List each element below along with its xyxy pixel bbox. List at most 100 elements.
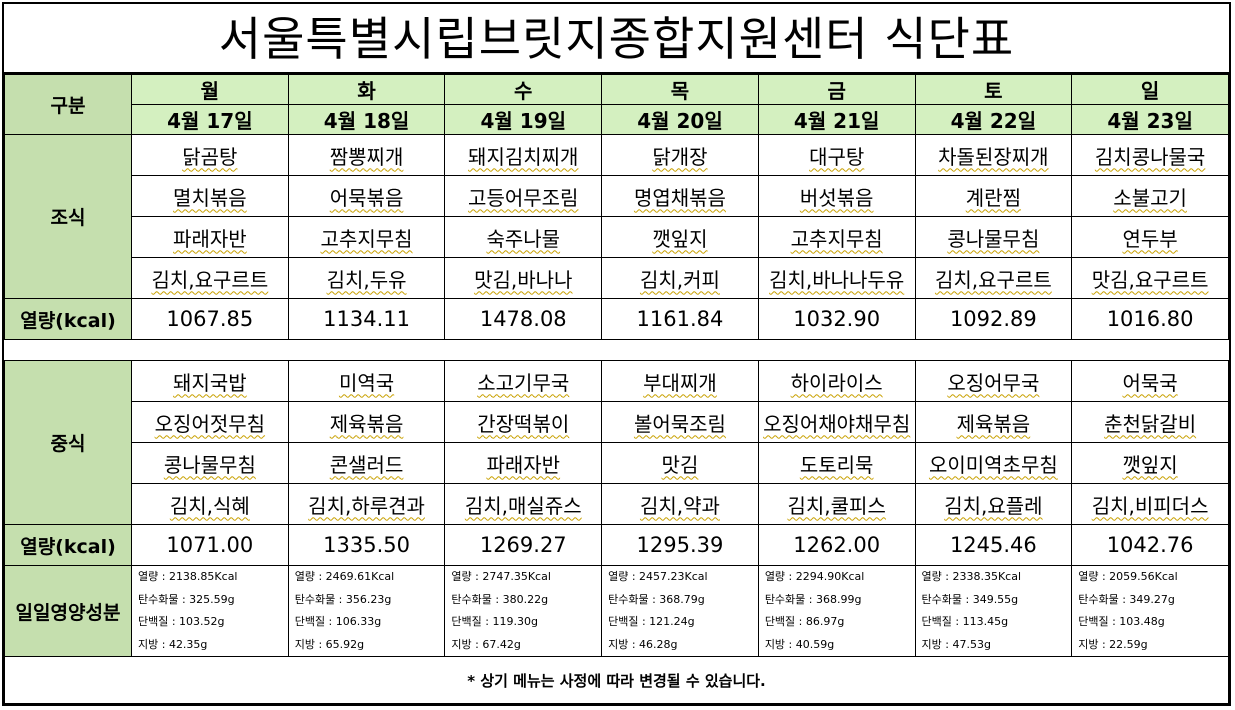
menu-item: 간장떡볶이 — [444, 401, 603, 443]
nutrition-line: 탄수화물 : 356.23g — [294, 592, 392, 606]
lunch-kcal-row: 열량(kcal) 1071.00 1335.50 1269.27 1295.39 1262… — [4, 524, 1229, 566]
nutrition-line: 열량 : 2747.35Kcal — [451, 570, 551, 583]
spacer — [4, 339, 1229, 361]
nutrition-line: 열량 : 2338.35Kcal — [921, 570, 1022, 583]
nutrition-line: 열량 : 2059.56Kcal — [1078, 570, 1178, 583]
kcal-value: 1478.08 — [444, 298, 603, 340]
nutrition-line: 지방 : 22.59g — [1078, 637, 1148, 651]
breakfast-kcal-row: 열량(kcal) 1067.85 1134.11 1478.08 1161.84 1032… — [4, 298, 1229, 340]
kcal-label: 열량(kcal) — [4, 524, 132, 566]
menu-item-text: 김치,약과 — [639, 493, 720, 518]
menu-item-text: 김치,바나나두유 — [769, 267, 905, 292]
nutrition-line: 단백질 : 121.24g — [608, 615, 695, 628]
kcal-value: 1161.84 — [601, 298, 759, 340]
menu-item-text: 고추지무침 — [320, 226, 413, 251]
menu-item-text: 제육볶음 — [329, 411, 404, 436]
day-name: 월 — [131, 74, 289, 105]
kcal-value: 1042.76 — [1071, 524, 1229, 566]
menu-item-text: 콘샐러드 — [329, 452, 404, 477]
day-date: 4월 17일 — [131, 104, 289, 135]
nutrition-cell: 열량 : 2747.35Kcal 탄수화물 : 380.22g 단백질 : 119.… — [444, 565, 603, 657]
kcal-label: 열량(kcal) — [4, 298, 132, 340]
nutrition-line: 탄수화물 : 325.59g — [138, 592, 235, 606]
menu-item: 김치,바나나두유 — [757, 257, 916, 299]
menu-item-text: 어묵국 — [1122, 370, 1178, 395]
menu-item-text: 오징어채야채무침 — [763, 411, 911, 436]
menu-item-text: 연두부 — [1122, 226, 1178, 251]
kcal-value: 1335.50 — [287, 524, 446, 566]
menu-item-text: 콩나물무침 — [163, 452, 256, 477]
menu-item-text: 김치,쿨피스 — [787, 493, 886, 518]
menu-item-text: 오징어젓무침 — [154, 411, 266, 436]
kcal-value: 1295.39 — [601, 524, 759, 566]
menu-item: 콘샐러드 — [287, 442, 446, 484]
page-title: 서울특별시립브릿지종합지원센터 식단표 — [4, 4, 1229, 74]
menu-item: 계란찜 — [914, 175, 1073, 217]
menu-item-text: 닭개장 — [652, 144, 708, 169]
menu-item-text: 부대찌개 — [643, 370, 717, 395]
menu-item-text: 고등어무조림 — [468, 185, 579, 210]
nutrition-cell: 열량 : 2469.61Kcal 탄수화물 : 356.23g 단백질 : 106.… — [287, 565, 446, 657]
nutrition-line: 단백질 : 86.97g — [764, 615, 845, 628]
menu-item: 닭곰탕 — [131, 134, 289, 176]
menu-item: 숙주나물 — [444, 216, 603, 258]
nutrition-line: 열량 : 2138.85Kcal — [138, 570, 238, 583]
kcal-value: 1016.80 — [1071, 298, 1229, 340]
menu-item-text: 짬뽕찌개 — [329, 144, 404, 169]
menu-item-text: 오징어무국 — [947, 370, 1040, 395]
menu-item-text: 숙주나물 — [486, 226, 561, 251]
menu-item: 제육볶음 — [914, 401, 1073, 443]
day-date: 4월 18일 — [287, 104, 446, 135]
menu-item: 명엽채볶음 — [601, 175, 759, 217]
nutrition-cell: 열량 : 2457.23Kcal 탄수화물 : 368.79g 단백질 : 121.… — [601, 565, 759, 657]
menu-item: 맛김,요구르트 — [1071, 257, 1229, 299]
menu-item: 오징어젓무침 — [131, 401, 289, 443]
menu-item-text: 김치,요구르트 — [151, 267, 269, 292]
day-name: 목 — [601, 74, 759, 105]
menu-item-text: 오이미역초무침 — [928, 452, 1058, 477]
menu-item-text: 돼지국밥 — [173, 370, 247, 395]
menu-item: 오이미역초무침 — [914, 442, 1073, 484]
kcal-value: 1067.85 — [131, 298, 289, 340]
menu-item: 소고기무국 — [444, 360, 603, 402]
menu-item-text: 대구탕 — [809, 144, 865, 169]
menu-item-text: 콩나물무침 — [947, 226, 1040, 251]
menu-item: 김치,식혜 — [131, 483, 289, 525]
menu-item-text: 김치,비피더스 — [1091, 493, 1209, 518]
kcal-value: 1134.11 — [287, 298, 446, 340]
day-date: 4월 23일 — [1071, 104, 1229, 135]
nutrition-line: 단백질 : 103.48g — [1078, 615, 1165, 628]
day-name: 금 — [757, 74, 916, 105]
menu-item-text: 도토리묵 — [799, 452, 874, 477]
menu-item: 김치,매실쥬스 — [444, 483, 603, 525]
menu-item-text: 돼지김치찌개 — [468, 144, 579, 169]
kcal-value: 1245.46 — [914, 524, 1073, 566]
menu-item: 김치,비피더스 — [1071, 483, 1229, 525]
menu-item: 김치,요구르트 — [914, 257, 1073, 299]
menu-item-text: 제육볶음 — [956, 411, 1031, 436]
menu-item: 콩나물무침 — [914, 216, 1073, 258]
nutrition-line: 지방 : 42.35g — [138, 637, 208, 651]
kcal-value: 1262.00 — [757, 524, 916, 566]
menu-item: 대구탕 — [757, 134, 916, 176]
spacer-row — [4, 339, 1229, 361]
menu-item-text: 명엽채볶음 — [633, 185, 726, 210]
nutrition-line: 단백질 : 103.52g — [138, 615, 225, 628]
menu-item-text: 김치,두유 — [326, 267, 407, 292]
nutrition-line: 탄수화물 : 368.99g — [764, 592, 862, 606]
menu-item: 파래자반 — [444, 442, 603, 484]
menu-item-text: 김치,요플레 — [944, 493, 1043, 518]
nutrition-line: 탄수화물 : 349.27g — [1078, 592, 1175, 606]
nutrition-line: 단백질 : 119.30g — [451, 615, 538, 628]
menu-item: 김치콩나물국 — [1071, 134, 1229, 176]
header-label: 구분 — [4, 74, 132, 135]
menu-item: 오징어무국 — [914, 360, 1073, 402]
menu-item: 김치,약과 — [601, 483, 759, 525]
breakfast-row: 조식 닭곰탕 짬뽕찌개 돼지김치찌개 닭개장 대구탕 차돌된장찌개 김치콩나물국 — [4, 134, 1229, 299]
menu-item-text: 소고기무국 — [477, 370, 570, 395]
menu-item: 고추지무침 — [287, 216, 446, 258]
menu-item-text: 고추지무침 — [790, 226, 883, 251]
footer-note: * 상기 메뉴는 사정에 따라 변경될 수 있습니다. — [4, 656, 1229, 704]
menu-item: 고추지무침 — [757, 216, 916, 258]
menu-item: 파래자반 — [131, 216, 289, 258]
